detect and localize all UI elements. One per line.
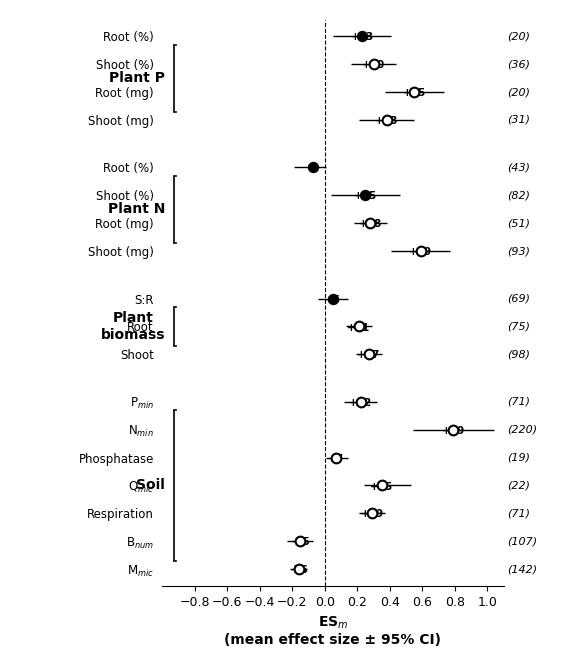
Text: +21: +21 [347,322,371,333]
Text: +27: +27 [357,350,380,361]
Text: (75): (75) [507,322,530,331]
Text: -16: -16 [290,565,308,575]
Text: -15: -15 [291,537,310,547]
Text: +35: +35 [370,482,393,492]
Text: (31): (31) [507,115,530,125]
Text: +59: +59 [409,247,433,257]
Text: Plant N: Plant N [108,202,166,216]
Text: (19): (19) [507,452,530,463]
Text: Plant P: Plant P [109,71,166,85]
Text: (142): (142) [507,564,537,574]
Text: (220): (220) [507,424,537,435]
Text: +29: +29 [360,510,383,519]
Text: +38: +38 [375,116,398,126]
Text: +23: +23 [350,33,374,42]
Text: (36): (36) [507,59,530,69]
Text: Soil: Soil [137,478,166,492]
Text: Plant
biomass: Plant biomass [101,311,166,342]
Text: (93): (93) [507,246,530,256]
Text: (51): (51) [507,218,530,229]
Text: -7: -7 [307,163,319,174]
Text: (69): (69) [507,294,530,303]
Text: (20): (20) [507,31,530,41]
Text: (107): (107) [507,536,537,546]
Text: (20): (20) [507,87,530,97]
Text: +5: +5 [325,295,341,305]
Text: (71): (71) [507,508,530,518]
Text: +25: +25 [354,191,377,201]
Text: +7: +7 [328,454,345,464]
Text: +28: +28 [359,219,382,229]
Text: +55: +55 [402,88,426,98]
Text: +30: +30 [362,61,385,70]
Text: +22: +22 [349,398,372,408]
Text: (43): (43) [507,162,530,173]
Text: (98): (98) [507,350,530,359]
Text: (22): (22) [507,480,530,490]
Text: (82): (82) [507,190,530,201]
Text: +79: +79 [442,426,465,436]
Text: (71): (71) [507,396,530,407]
X-axis label: ES$_m$
(mean effect size ± 95% CI): ES$_m$ (mean effect size ± 95% CI) [225,614,441,647]
